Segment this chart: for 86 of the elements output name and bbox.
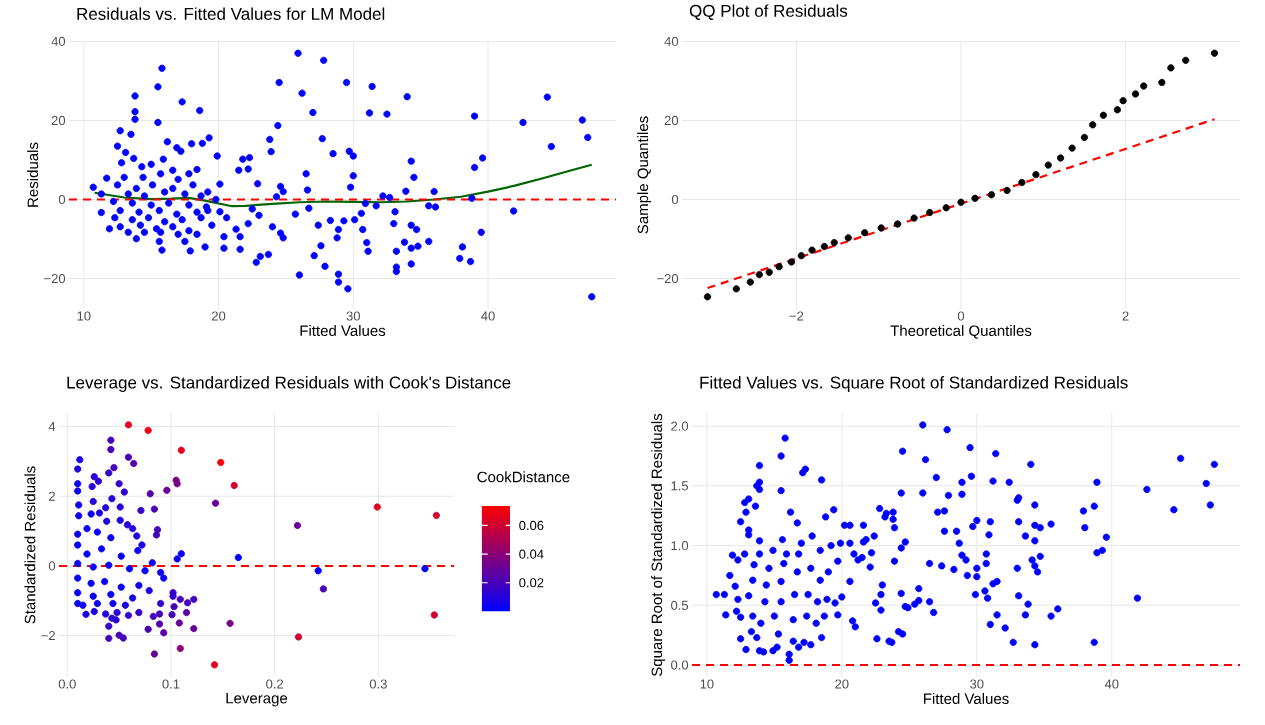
point <box>775 263 783 271</box>
y-tick-label: 40 <box>664 36 679 46</box>
y-tick-label: −20 <box>44 273 66 284</box>
point <box>1182 56 1190 64</box>
x-axis-title: Leverage <box>226 693 288 707</box>
point <box>942 204 950 212</box>
y-tick-label: 40 <box>51 36 66 46</box>
point <box>1080 133 1089 142</box>
point <box>830 238 838 247</box>
x-tick-label: 0.3 <box>369 679 387 689</box>
chart-title: Residuals vs. Fitted Values for LM Model <box>77 7 385 20</box>
point <box>746 278 754 286</box>
point <box>1056 154 1065 162</box>
y-tick-label: 20 <box>664 115 679 126</box>
point <box>1210 49 1219 57</box>
color-bar-label: 0.06 <box>519 520 544 531</box>
point <box>1044 161 1052 169</box>
point <box>703 293 712 301</box>
point <box>1032 171 1040 179</box>
point <box>797 252 805 260</box>
point <box>1131 90 1140 98</box>
x-tick-label: 30 <box>970 679 984 689</box>
y-tick-label: 1.5 <box>671 481 689 491</box>
point <box>1003 186 1011 195</box>
point <box>732 285 740 293</box>
y-tick-label: 4 <box>48 422 56 432</box>
point <box>894 220 902 228</box>
chart-title: QQ Plot of Residuals <box>689 4 848 20</box>
x-tick-label: 0.0 <box>58 679 76 689</box>
point <box>1119 97 1127 105</box>
y-tick-label: −20 <box>657 273 679 284</box>
point <box>971 194 979 202</box>
point <box>844 234 852 242</box>
point <box>1140 82 1148 90</box>
point <box>1018 178 1026 187</box>
point <box>1099 111 1107 119</box>
x-tick-label: 0.2 <box>266 679 284 689</box>
y-tick-label: 0 <box>671 194 679 205</box>
point <box>877 224 885 232</box>
x-tick-label: 10 <box>77 311 91 321</box>
y-tick-label: 1.0 <box>671 541 689 551</box>
point <box>861 229 869 237</box>
x-tick-label: 30 <box>346 311 360 321</box>
y-tick-label: 0 <box>58 194 66 205</box>
y-axis-title: Standardized Residuals <box>24 466 36 624</box>
y-tick-label: 2.0 <box>671 421 689 431</box>
x-tick-label: 2 <box>1122 311 1129 321</box>
y-tick-label: 2 <box>49 491 55 501</box>
point <box>755 271 763 279</box>
point <box>910 214 918 222</box>
point <box>1113 106 1121 114</box>
chart-title: Fitted Values vs. Square Root of Standardized Residuals <box>700 376 1128 392</box>
color-bar-title: CookDistance <box>477 471 570 483</box>
x-tick-label: 40 <box>481 311 495 321</box>
x-tick-label: 0 <box>957 311 965 321</box>
point <box>820 242 828 251</box>
x-tick-label: 0.1 <box>162 679 180 689</box>
point <box>787 258 796 266</box>
color-bar-label: 0.04 <box>519 549 544 559</box>
y-tick-label: −2 <box>41 631 55 641</box>
point <box>1167 64 1175 72</box>
x-tick-label: 10 <box>700 679 714 689</box>
color-bar-label: 0.02 <box>519 578 544 588</box>
point <box>1158 78 1166 87</box>
x-axis-title: Fitted Values <box>924 693 1009 705</box>
y-tick-label: 0.5 <box>671 600 689 610</box>
y-tick-label: 0.0 <box>671 660 689 670</box>
point <box>1068 144 1076 152</box>
point <box>957 198 965 206</box>
chart-title: Leverage vs. Standardized Residuals with Cook's Distance <box>67 376 511 392</box>
point <box>926 208 934 217</box>
y-tick-label: 20 <box>51 115 66 126</box>
y-tick-label: 0 <box>48 561 56 571</box>
x-tick-label: 20 <box>835 679 849 689</box>
x-tick-label: −2 <box>789 311 804 321</box>
x-tick-label: 20 <box>211 311 226 321</box>
point <box>808 246 816 254</box>
x-axis-title: Theoretical Quantiles <box>890 325 1032 339</box>
x-tick-label: 40 <box>1104 679 1119 689</box>
point <box>987 191 996 199</box>
point <box>765 268 773 276</box>
y-axis-title: Residuals <box>27 142 39 207</box>
x-axis-title: Fitted Values <box>300 325 386 337</box>
y-axis-title: Square Root of Standardized Residuals <box>651 413 666 677</box>
y-axis-title: Sample Quantiles <box>637 116 652 234</box>
point <box>1089 121 1097 129</box>
